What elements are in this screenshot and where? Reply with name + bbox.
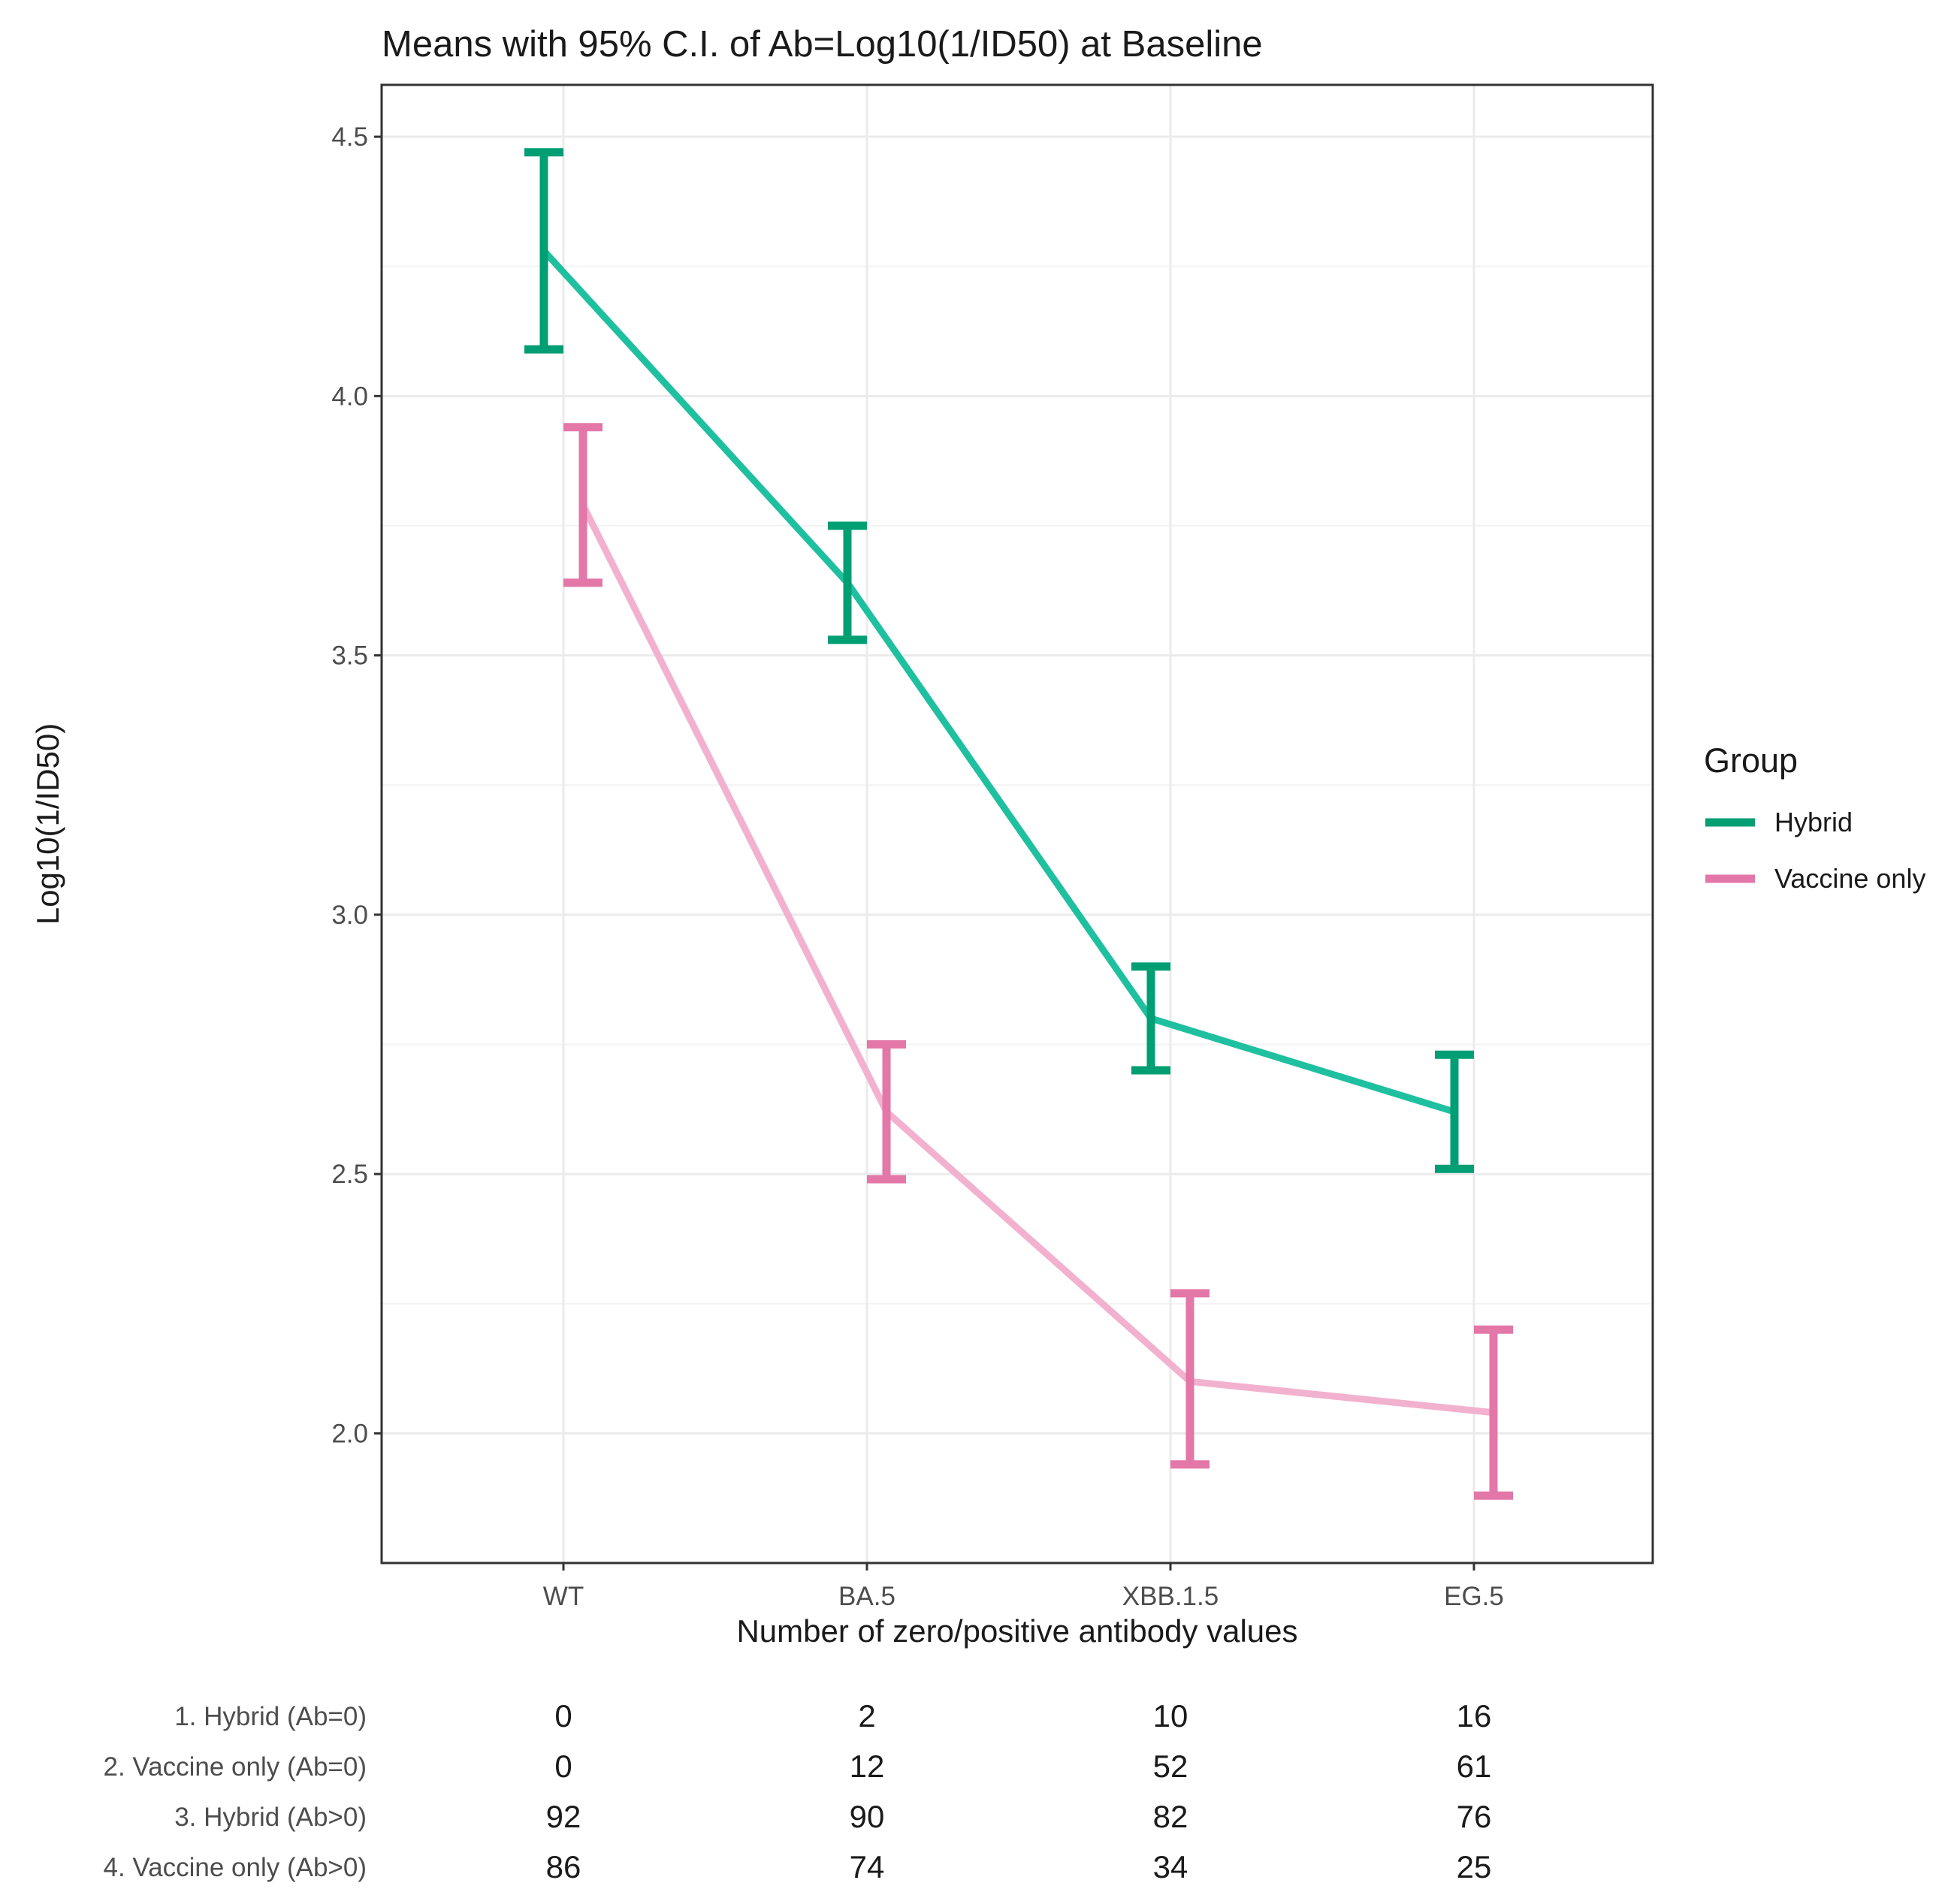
chart-title: Means with 95% C.I. of Ab=Log10(1/ID50) … bbox=[382, 24, 1263, 65]
x-tick-label: WT bbox=[543, 1582, 584, 1611]
table-cell: 90 bbox=[850, 1799, 885, 1834]
y-axis-title: Log10(1/ID50) bbox=[30, 723, 65, 925]
table-cell: 0 bbox=[554, 1749, 572, 1784]
legend-label-hybrid: Hybrid bbox=[1774, 807, 1853, 837]
hybrid-error-bar bbox=[1131, 962, 1170, 1075]
table-row-label: 4. Vaccine only (Ab>0) bbox=[103, 1853, 367, 1882]
vaccine-only-error-bar bbox=[867, 1040, 906, 1184]
table-row-label: 3. Hybrid (Ab>0) bbox=[174, 1803, 367, 1832]
legend-label-vaccine-only: Vaccine only bbox=[1774, 863, 1925, 894]
y-tick-label: 2.0 bbox=[331, 1419, 368, 1448]
legend: Group Hybrid Vaccine only bbox=[1704, 741, 1925, 894]
table-cell: 25 bbox=[1457, 1849, 1492, 1884]
table-cell: 34 bbox=[1153, 1849, 1188, 1884]
vaccine-only-error-bar bbox=[563, 423, 603, 587]
series-layer bbox=[524, 148, 1513, 1500]
table-cell: 82 bbox=[1153, 1799, 1188, 1834]
table-cell: 92 bbox=[546, 1799, 581, 1834]
x-tick-label: EG.5 bbox=[1444, 1582, 1504, 1611]
table-row-label: 1. Hybrid (Ab=0) bbox=[174, 1702, 367, 1731]
y-tick-label: 2.5 bbox=[331, 1160, 368, 1189]
table-cell: 0 bbox=[554, 1698, 572, 1734]
legend-items: Hybrid Vaccine only bbox=[1705, 807, 1925, 894]
count-table: 1. Hybrid (Ab=0) 0 2 10 16 2. Vaccine only (A… bbox=[103, 1698, 1491, 1884]
x-axis-title: Number of zero/positive antibody values bbox=[736, 1613, 1297, 1649]
legend-title: Group bbox=[1704, 741, 1798, 780]
table-cell: 16 bbox=[1457, 1698, 1492, 1734]
table-cell: 10 bbox=[1153, 1698, 1188, 1734]
table-cell: 52 bbox=[1153, 1749, 1188, 1784]
table-cell: 61 bbox=[1457, 1749, 1492, 1784]
y-tick-label: 3.5 bbox=[331, 641, 368, 671]
hybrid-error-bar bbox=[524, 148, 563, 354]
x-tick-label: XBB.1.5 bbox=[1122, 1582, 1219, 1611]
vaccine-only-error-bar bbox=[1170, 1289, 1210, 1469]
vaccine-only-error-bar bbox=[1474, 1325, 1513, 1500]
plot-panel-border bbox=[380, 83, 1654, 1565]
y-tick-label: 4.0 bbox=[331, 382, 368, 411]
x-axis: WT BA.5 XBB.1.5 EG.5 bbox=[543, 1563, 1504, 1611]
hybrid-series-line bbox=[541, 248, 1456, 1115]
y-axis: 2.0 2.5 3.0 3.5 4.0 4.5 bbox=[331, 122, 382, 1448]
x-tick-label: BA.5 bbox=[838, 1582, 895, 1611]
table-cell: 2 bbox=[858, 1698, 875, 1734]
table-cell: 12 bbox=[850, 1749, 885, 1784]
table-cell: 86 bbox=[546, 1849, 581, 1884]
vaccine-only-series-line bbox=[579, 503, 1494, 1417]
hybrid-error-bar bbox=[828, 521, 867, 644]
table-cell: 76 bbox=[1457, 1799, 1492, 1834]
y-tick-label: 3.0 bbox=[331, 901, 368, 930]
table-cell: 74 bbox=[850, 1849, 885, 1884]
table-row-label: 2. Vaccine only (Ab=0) bbox=[103, 1752, 367, 1782]
hybrid-error-bar bbox=[1435, 1050, 1474, 1173]
y-tick-label: 4.5 bbox=[331, 122, 368, 152]
